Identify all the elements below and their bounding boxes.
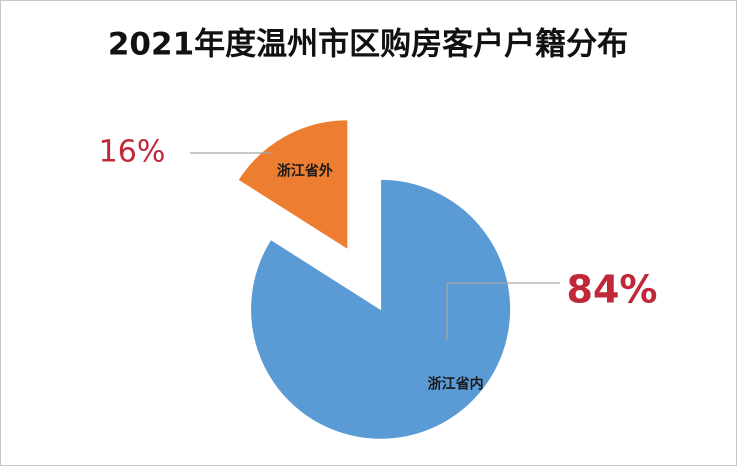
chart-title: 2021年度温州市区购房客户户籍分布	[108, 27, 628, 63]
value-label: 16%	[99, 135, 166, 170]
slice-label: 浙江省外	[277, 163, 333, 180]
slice-label: 浙江省内	[428, 375, 484, 392]
value-label: 84%	[567, 268, 658, 312]
pie-slice	[237, 119, 349, 251]
pie-slice	[250, 178, 512, 440]
leader-line	[446, 282, 560, 340]
